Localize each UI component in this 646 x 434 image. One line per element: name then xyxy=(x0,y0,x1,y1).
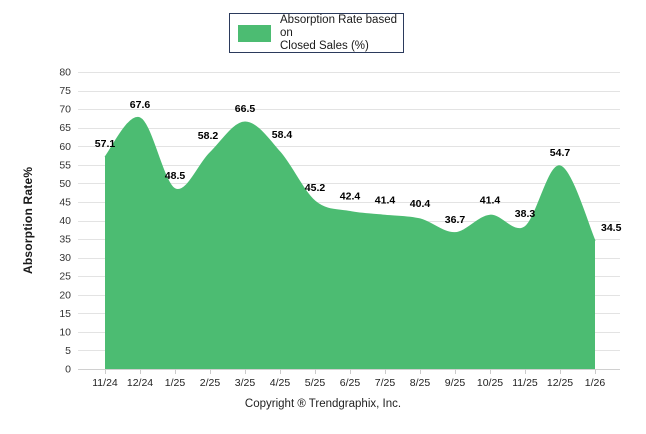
area-series-group xyxy=(104,117,596,370)
x-tick-label: 12/25 xyxy=(547,377,573,389)
y-tick-labels-group: 0 5 10 15 20 25 30 35 40 45 50 55 60 65 70 75 80 xyxy=(59,67,71,376)
y-tick-label: 40 xyxy=(59,215,71,227)
data-labels-group: 57.1 67.6 48.5 58.2 66.5 58.4 45.2 42.4 41.4 40.4… xyxy=(95,99,622,234)
data-point-label: 58.4 xyxy=(272,129,293,141)
y-tick-label: 45 xyxy=(59,196,71,208)
x-tickmarks-group xyxy=(105,369,596,374)
x-tick-labels-group: 11/24 12/24 1/25 2/25 3/25 4/25 5/25 6/25 7/25 8/… xyxy=(92,377,605,389)
data-point-label: 34.5 xyxy=(601,222,622,234)
x-tick-label: 10/25 xyxy=(477,377,503,389)
x-tick-label: 6/25 xyxy=(340,377,361,389)
data-point-label: 54.7 xyxy=(550,147,571,159)
legend-label: Absorption Rate based on Closed Sales (%… xyxy=(280,13,397,52)
data-point-label: 36.7 xyxy=(445,214,466,226)
data-point-label: 42.4 xyxy=(340,191,361,203)
x-tick-label: 3/25 xyxy=(235,377,256,389)
y-tick-label: 65 xyxy=(59,122,71,134)
data-point-label: 48.5 xyxy=(165,170,186,182)
y-axis-title: Absorption Rate% xyxy=(21,166,35,274)
x-tick-label: 7/25 xyxy=(375,377,396,389)
y-tick-label: 15 xyxy=(59,308,71,320)
x-tick-label: 11/24 xyxy=(92,377,118,389)
y-tick-label: 20 xyxy=(59,289,71,301)
copyright-notice: Copyright ® Trendgraphix, Inc. xyxy=(244,398,402,410)
area-fill xyxy=(105,117,595,370)
x-tick-label: 4/25 xyxy=(270,377,291,389)
x-tick-label: 5/25 xyxy=(305,377,326,389)
y-tick-label: 55 xyxy=(59,159,71,171)
data-point-label: 40.4 xyxy=(410,198,431,210)
data-point-label: 38.3 xyxy=(515,208,536,220)
data-point-label: 66.5 xyxy=(235,103,256,115)
legend-color-swatch xyxy=(238,24,271,42)
data-point-label: 41.4 xyxy=(480,194,501,206)
y-tick-label: 10 xyxy=(59,326,71,338)
y-tick-label: 25 xyxy=(59,271,71,283)
y-tick-label: 30 xyxy=(59,252,71,264)
y-tick-label: 0 xyxy=(65,364,71,376)
x-tick-label: 1/25 xyxy=(165,377,186,389)
data-point-label: 57.1 xyxy=(95,138,116,150)
x-tick-label: 8/25 xyxy=(410,377,431,389)
y-tick-label: 60 xyxy=(59,141,71,153)
y-tick-label: 75 xyxy=(59,85,71,97)
data-point-label: 41.4 xyxy=(375,194,396,206)
y-tick-label: 50 xyxy=(59,178,71,190)
x-tick-label: 11/25 xyxy=(512,377,538,389)
series-line xyxy=(104,117,596,242)
data-point-label: 58.2 xyxy=(198,130,219,142)
x-tick-label: 9/25 xyxy=(445,377,466,389)
chart-legend[interactable]: Absorption Rate based on Closed Sales (%… xyxy=(229,13,404,53)
y-tick-label: 70 xyxy=(59,104,71,116)
x-tick-label: 1/26 xyxy=(585,377,606,389)
y-tick-label: 80 xyxy=(59,67,71,79)
y-tick-label: 5 xyxy=(65,345,71,357)
data-point-label: 67.6 xyxy=(130,99,151,111)
data-point-label: 45.2 xyxy=(305,182,326,194)
x-tick-label: 2/25 xyxy=(200,377,221,389)
x-tick-label: 12/24 xyxy=(127,377,153,389)
y-tick-label: 35 xyxy=(59,234,71,246)
